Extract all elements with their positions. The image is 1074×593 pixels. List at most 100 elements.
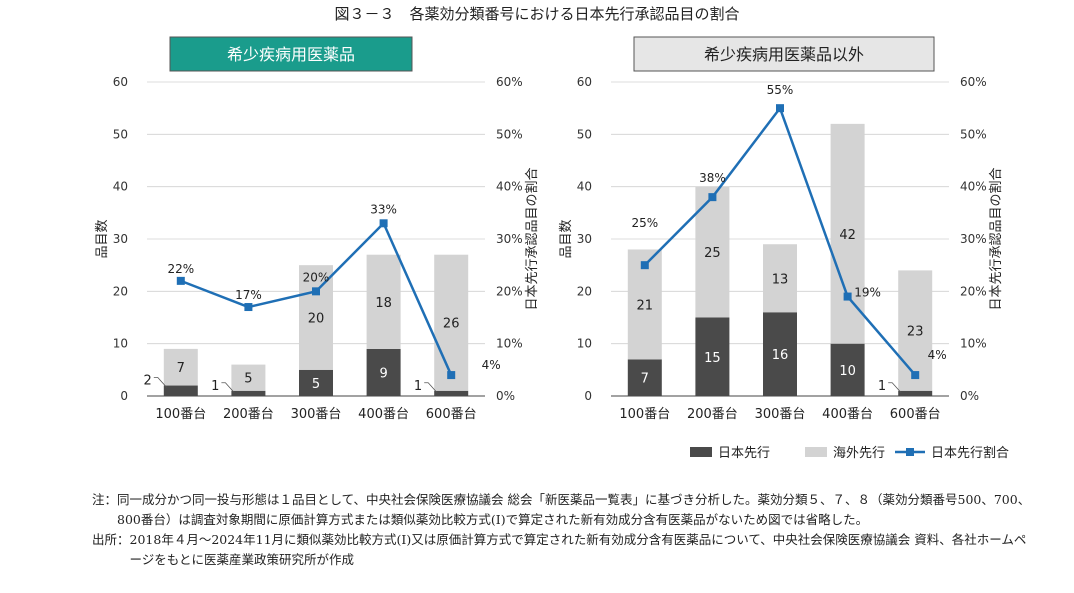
y-tick-label: 10: [113, 337, 128, 351]
y2-tick-label: 30%: [960, 232, 987, 246]
bar-overseas-first: [898, 270, 933, 391]
figure-title: 図３－３ 各薬効分類番号における日本先行承認品目の割合: [334, 5, 740, 23]
bar-japan-first: [434, 390, 469, 396]
y2-tick-label: 60%: [960, 75, 987, 89]
line-data-label: 4%: [928, 348, 947, 362]
legend-swatch-marker: [906, 448, 914, 456]
source-text: 2018年４月～2024年11月に類似薬効比較方式(Ⅰ)又は原価計算方式で算定さ…: [129, 532, 1027, 567]
bar-overseas-first: [163, 348, 198, 386]
bar-label-overseas: 21: [637, 298, 654, 313]
bar-label-japan: 16: [772, 348, 789, 363]
legend-swatch-japan-first: [690, 447, 712, 457]
bar-overseas-first: [366, 254, 401, 349]
line-point: [244, 303, 253, 312]
bar-label-overseas: 25: [704, 246, 721, 261]
y2-tick-label: 30%: [496, 232, 523, 246]
bar-label-overseas: 7: [177, 361, 185, 376]
callout-line: [424, 382, 438, 394]
bar-label-japan: 10: [839, 364, 856, 379]
y2-tick-label: 40%: [960, 180, 987, 194]
notes: 注： 同一成分かつ同一投与形態は１品目として、中央社会保険医療協議会 総会「新医…: [92, 490, 1032, 570]
bar-label-overseas: 13: [772, 272, 789, 287]
y2-tick-label: 10%: [960, 337, 987, 351]
line-data-label: 17%: [235, 288, 262, 302]
bar-japan-first: [163, 385, 198, 396]
line-point: [640, 261, 649, 270]
bar-label-overseas: 20: [308, 312, 325, 327]
y2-tick-label: 0%: [496, 389, 515, 403]
x-tick-label: 100番台: [619, 407, 670, 422]
bar-japan-first: [627, 359, 662, 396]
y-tick-label: 60: [113, 75, 128, 89]
y-tick-label: 60: [577, 75, 592, 89]
x-tick-label: 300番台: [755, 407, 806, 422]
panel-title: 希少疾病用医薬品以外: [704, 45, 864, 64]
callout-line: [153, 377, 168, 388]
y2-tick-label: 10%: [496, 337, 523, 351]
line-data-label: 25%: [631, 216, 658, 230]
y-axis-title: 品目数: [95, 219, 110, 258]
line-point: [708, 193, 717, 202]
line-point: [843, 292, 852, 301]
line-point: [176, 276, 185, 285]
y-tick-label: 0: [120, 389, 128, 403]
bar-label-japan: 1: [414, 379, 422, 394]
line-data-label: 4%: [482, 358, 501, 372]
bar-japan-first: [898, 390, 933, 396]
y2-tick-label: 0%: [960, 389, 979, 403]
legend-label: 日本先行: [718, 446, 770, 461]
bar-label-japan: 1: [878, 379, 886, 394]
x-tick-label: 200番台: [687, 407, 738, 422]
legend-label: 海外先行: [833, 446, 885, 461]
source-label: 出所：: [92, 532, 130, 547]
bar-japan-first: [695, 317, 730, 396]
note-line: 注： 同一成分かつ同一投与形態は１品目として、中央社会保険医療協議会 総会「新医…: [92, 490, 1032, 530]
y-tick-label: 10: [577, 337, 592, 351]
y-tick-label: 20: [577, 284, 592, 298]
line-point: [312, 287, 320, 296]
bar-overseas-first: [830, 123, 865, 344]
y-tick-label: 50: [113, 127, 128, 141]
bar-label-japan: 7: [641, 372, 649, 387]
x-tick-label: 400番台: [358, 407, 409, 422]
line-data-label: 20%: [303, 270, 330, 284]
bar-label-japan: 2: [144, 374, 152, 389]
line-data-label: 55%: [767, 83, 794, 97]
legend-label: 日本先行割合: [931, 445, 1009, 461]
x-tick-label: 200番台: [223, 407, 274, 422]
y2-axis-title: 日本先行承認品目の割合: [524, 167, 540, 310]
bar-overseas-first: [763, 244, 797, 313]
line-data-label: 22%: [167, 262, 194, 276]
bar-label-japan: 5: [312, 377, 320, 392]
bar-japan-first: [366, 348, 401, 396]
panel-title-box: [169, 36, 413, 72]
x-tick-label: 400番台: [822, 407, 873, 422]
y-tick-label: 40: [113, 180, 128, 194]
line-data-label: 38%: [699, 171, 726, 185]
bar-label-japan: 9: [379, 366, 387, 381]
y2-tick-label: 40%: [496, 180, 523, 194]
callout-line: [888, 382, 902, 394]
note-label: 注：: [92, 492, 118, 507]
bar-japan-first: [231, 390, 266, 396]
bar-label-overseas: 42: [839, 228, 856, 243]
y2-tick-label: 20%: [960, 284, 987, 298]
x-tick-label: 600番台: [890, 407, 941, 422]
legend-swatch-overseas-first: [805, 447, 827, 457]
panel-title: 希少疾病用医薬品: [227, 45, 355, 64]
y2-tick-label: 50%: [496, 127, 523, 141]
y-axis-title: 品目数: [559, 219, 574, 258]
panel-title-box: [633, 36, 935, 72]
line-data-label: 19%: [854, 286, 881, 300]
bar-japan-first: [299, 369, 333, 396]
bar-label-overseas: 18: [375, 296, 392, 311]
line-point: [911, 371, 920, 380]
y2-tick-label: 50%: [960, 127, 987, 141]
x-tick-label: 300番台: [291, 407, 342, 422]
y-tick-label: 40: [577, 180, 592, 194]
bar-japan-first: [830, 343, 865, 396]
bar-overseas-first: [299, 265, 333, 370]
bar-label-overseas: 26: [443, 317, 460, 332]
y2-axis-title: 日本先行承認品目の割合: [988, 167, 1004, 310]
